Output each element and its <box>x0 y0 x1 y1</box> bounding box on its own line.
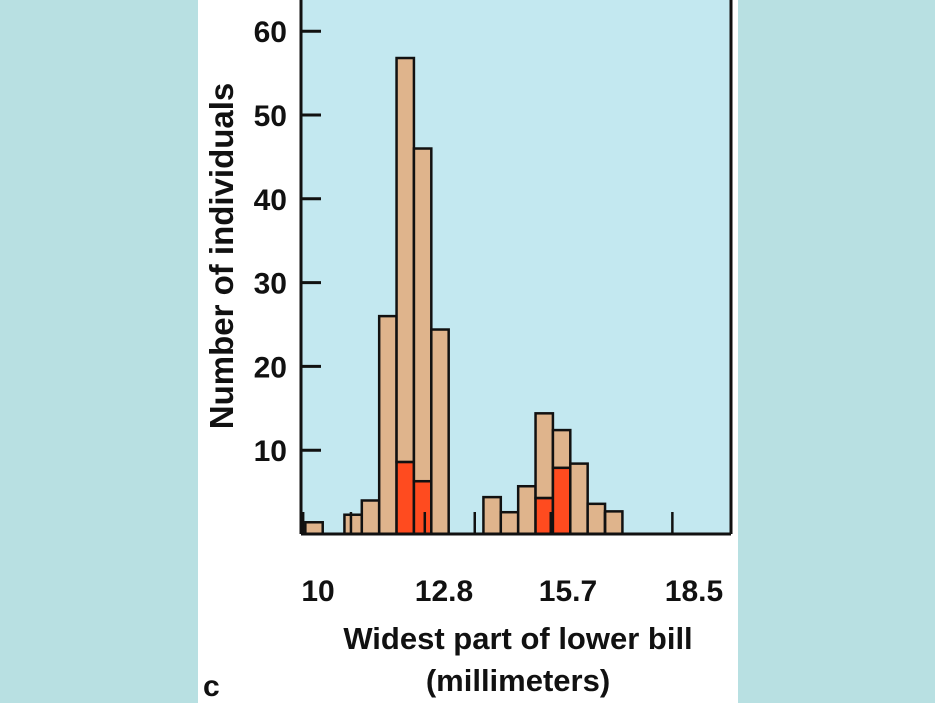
bar-highlight-5 <box>412 479 433 536</box>
bar-base-1 <box>343 513 364 536</box>
bar-highlight-4 <box>395 460 416 536</box>
plot-area <box>301 0 731 534</box>
bar-base-4 <box>395 56 416 464</box>
panel-label: c <box>203 670 220 703</box>
bar-base-8 <box>499 510 520 536</box>
y-tick-label-30: 30 <box>254 268 287 301</box>
y-axis-ticks: 10 20 30 40 50 60 <box>254 16 321 468</box>
bar-base-14 <box>603 510 624 536</box>
y-tick-label-10: 10 <box>254 435 287 468</box>
bar-base-0 <box>304 521 324 536</box>
axes <box>299 0 733 536</box>
x-tick-label-15.7: 15.7 <box>539 575 597 608</box>
bar-base-2 <box>360 499 381 536</box>
bar-base-9 <box>516 484 537 536</box>
x-axis-label-line1: Widest part of lower bill <box>343 621 692 656</box>
bar-highlight-11 <box>551 466 572 536</box>
x-tick-label-12.8: 12.8 <box>415 575 473 608</box>
bar-base-7 <box>482 495 503 536</box>
bar-base-5 <box>412 147 433 483</box>
y-tick-label-60: 60 <box>254 16 287 49</box>
bar-group <box>304 56 624 536</box>
x-tick-label-10: 10 <box>301 575 334 608</box>
y-tick-label-40: 40 <box>254 184 287 217</box>
y-tick-label-20: 20 <box>254 351 287 384</box>
bar-base-6 <box>430 328 450 536</box>
bar-base-3 <box>377 314 398 536</box>
x-axis-label-line2: (millimeters) <box>426 663 610 698</box>
y-axis-label: Number of individuals <box>203 83 240 430</box>
bar-base-11 <box>551 428 572 470</box>
bar-base-10 <box>534 412 555 500</box>
bar-base-13 <box>586 502 607 536</box>
bar-base-12 <box>569 462 589 536</box>
x-tick-label-18.5: 18.5 <box>665 575 723 608</box>
y-tick-label-50: 50 <box>254 100 287 133</box>
x-axis-ticks: 10 12.8 15.7 18.5 <box>301 512 723 608</box>
